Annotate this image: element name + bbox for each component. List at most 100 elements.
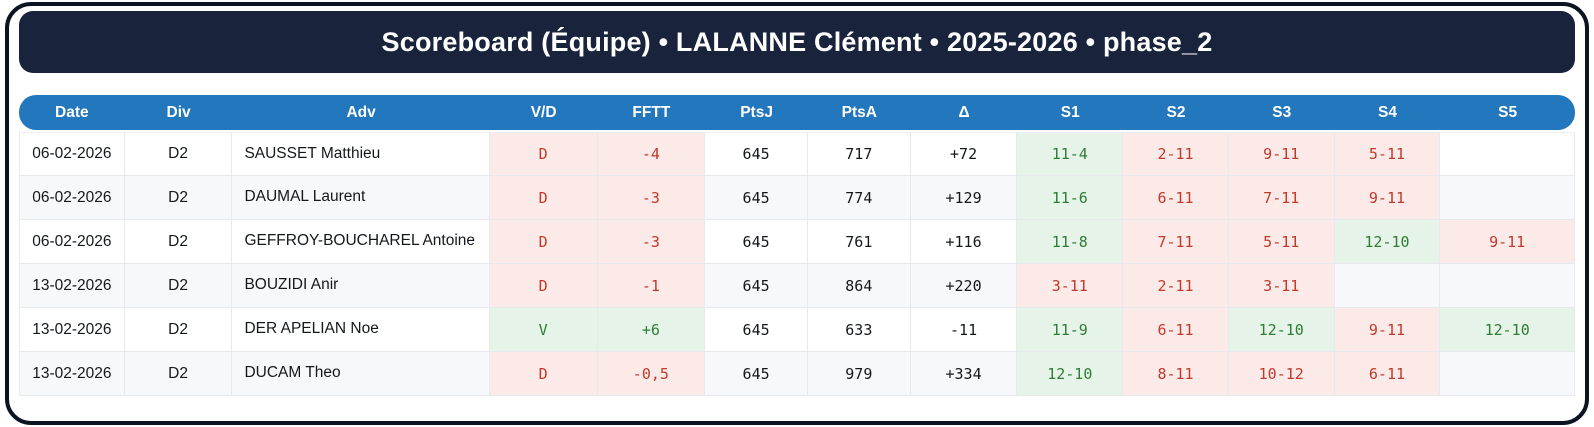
col-header-ptsj: PtsJ — [740, 103, 773, 121]
col-header-s5: S5 — [1498, 103, 1518, 121]
cell-div: D2 — [124, 308, 233, 352]
cell-set5 — [1440, 132, 1575, 176]
cell-date: 13-02-2026 — [19, 264, 125, 308]
cell-fftt: -4 — [597, 132, 706, 176]
cell-vd: D — [489, 132, 598, 176]
table-row: 06-02-2026 D2 SAUSSET Matthieu D -4 645 … — [19, 132, 1575, 176]
cell-vd: D — [489, 176, 598, 220]
cell-set3: 9-11 — [1228, 132, 1335, 176]
cell-delta: -11 — [910, 308, 1018, 352]
cell-set3: 3-11 — [1228, 264, 1335, 308]
cell-vd: D — [489, 352, 598, 396]
cell-set5: 12-10 — [1440, 308, 1575, 352]
cell-set2: 2-11 — [1123, 264, 1229, 308]
col-header-s4: S4 — [1377, 103, 1397, 121]
cell-delta: +72 — [910, 132, 1018, 176]
cell-set2: 6-11 — [1123, 176, 1229, 220]
cell-ptsj: 645 — [705, 132, 808, 176]
cell-fftt: +6 — [597, 308, 706, 352]
cell-ptsj: 645 — [705, 352, 808, 396]
cell-set4: 6-11 — [1334, 352, 1441, 396]
cell-set1: 11-6 — [1017, 176, 1124, 220]
cell-date: 06-02-2026 — [19, 176, 125, 220]
cell-div: D2 — [124, 176, 233, 220]
cell-fftt: -1 — [597, 264, 706, 308]
col-header-div: Div — [166, 103, 191, 121]
cell-delta: +116 — [910, 220, 1018, 264]
cell-adv: DAUMAL Laurent — [232, 176, 490, 220]
scoreboard-card: Scoreboard (Équipe) • LALANNE Clément • … — [5, 2, 1589, 425]
col-header-fftt: FFTT — [632, 103, 671, 121]
cell-delta: +129 — [910, 176, 1018, 220]
col-header-s1: S1 — [1060, 103, 1080, 121]
table-row: 13-02-2026 D2 BOUZIDI Anir D -1 645 864 … — [19, 264, 1575, 308]
cell-ptsa: 774 — [807, 176, 911, 220]
cell-date: 06-02-2026 — [19, 220, 125, 264]
cell-div: D2 — [124, 352, 233, 396]
cell-set2: 8-11 — [1123, 352, 1229, 396]
cell-ptsa: 864 — [807, 264, 911, 308]
cell-set4: 9-11 — [1334, 308, 1441, 352]
cell-set1: 11-4 — [1017, 132, 1124, 176]
cell-fftt: -0,5 — [597, 352, 706, 396]
table-row: 06-02-2026 D2 DAUMAL Laurent D -3 645 77… — [19, 176, 1575, 220]
col-header-s3: S3 — [1272, 103, 1292, 121]
cell-set3: 7-11 — [1228, 176, 1335, 220]
cell-set1: 11-9 — [1017, 308, 1124, 352]
cell-set1: 3-11 — [1017, 264, 1124, 308]
cell-ptsj: 645 — [705, 220, 808, 264]
table-header-row: Date Div Adv V/D FFTT PtsJ PtsA Δ S1 S2 … — [19, 95, 1575, 130]
cell-fftt: -3 — [597, 176, 706, 220]
cell-set4: 9-11 — [1334, 176, 1441, 220]
cell-set5 — [1440, 176, 1575, 220]
cell-div: D2 — [124, 220, 233, 264]
cell-set5: 9-11 — [1440, 220, 1575, 264]
cell-ptsj: 645 — [705, 308, 808, 352]
cell-set1: 12-10 — [1017, 352, 1124, 396]
cell-set3: 12-10 — [1228, 308, 1335, 352]
cell-delta: +334 — [910, 352, 1018, 396]
cell-set3: 5-11 — [1228, 220, 1335, 264]
cell-ptsj: 645 — [705, 176, 808, 220]
cell-adv: DER APELIAN Noe — [232, 308, 490, 352]
cell-ptsj: 645 — [705, 264, 808, 308]
cell-adv: SAUSSET Matthieu — [232, 132, 490, 176]
cell-set1: 11-8 — [1017, 220, 1124, 264]
cell-set2: 6-11 — [1123, 308, 1229, 352]
table-row: 06-02-2026 D2 GEFFROY-BOUCHAREL Antoine … — [19, 220, 1575, 264]
cell-set2: 7-11 — [1123, 220, 1229, 264]
cell-set2: 2-11 — [1123, 132, 1229, 176]
cell-ptsa: 717 — [807, 132, 911, 176]
cell-set4 — [1334, 264, 1441, 308]
title-band: Scoreboard (Équipe) • LALANNE Clément • … — [19, 11, 1575, 73]
col-header-adv: Adv — [346, 103, 376, 121]
col-header-date: Date — [55, 103, 89, 121]
cell-adv: GEFFROY-BOUCHAREL Antoine — [232, 220, 490, 264]
cell-div: D2 — [124, 132, 233, 176]
col-header-delta: Δ — [958, 103, 970, 121]
table-row: 13-02-2026 D2 DUCAM Theo D -0,5 645 979 … — [19, 352, 1575, 396]
cell-date: 13-02-2026 — [19, 308, 125, 352]
cell-set5 — [1440, 264, 1575, 308]
cell-div: D2 — [124, 264, 233, 308]
cell-ptsa: 979 — [807, 352, 911, 396]
cell-set3: 10-12 — [1228, 352, 1335, 396]
col-header-vd: V/D — [530, 103, 557, 121]
cell-set5 — [1440, 352, 1575, 396]
cell-adv: BOUZIDI Anir — [232, 264, 490, 308]
cell-vd: D — [489, 220, 598, 264]
cell-ptsa: 761 — [807, 220, 911, 264]
cell-set4: 5-11 — [1334, 132, 1441, 176]
cell-fftt: -3 — [597, 220, 706, 264]
col-header-ptsa: PtsA — [841, 103, 877, 121]
col-header-s2: S2 — [1166, 103, 1186, 121]
cell-vd: D — [489, 264, 598, 308]
cell-delta: +220 — [910, 264, 1018, 308]
cell-adv: DUCAM Theo — [232, 352, 490, 396]
cell-date: 06-02-2026 — [19, 132, 125, 176]
cell-ptsa: 633 — [807, 308, 911, 352]
cell-date: 13-02-2026 — [19, 352, 125, 396]
cell-vd: V — [489, 308, 598, 352]
table-row: 13-02-2026 D2 DER APELIAN Noe V +6 645 6… — [19, 308, 1575, 352]
page-title: Scoreboard (Équipe) • LALANNE Clément • … — [381, 26, 1213, 57]
